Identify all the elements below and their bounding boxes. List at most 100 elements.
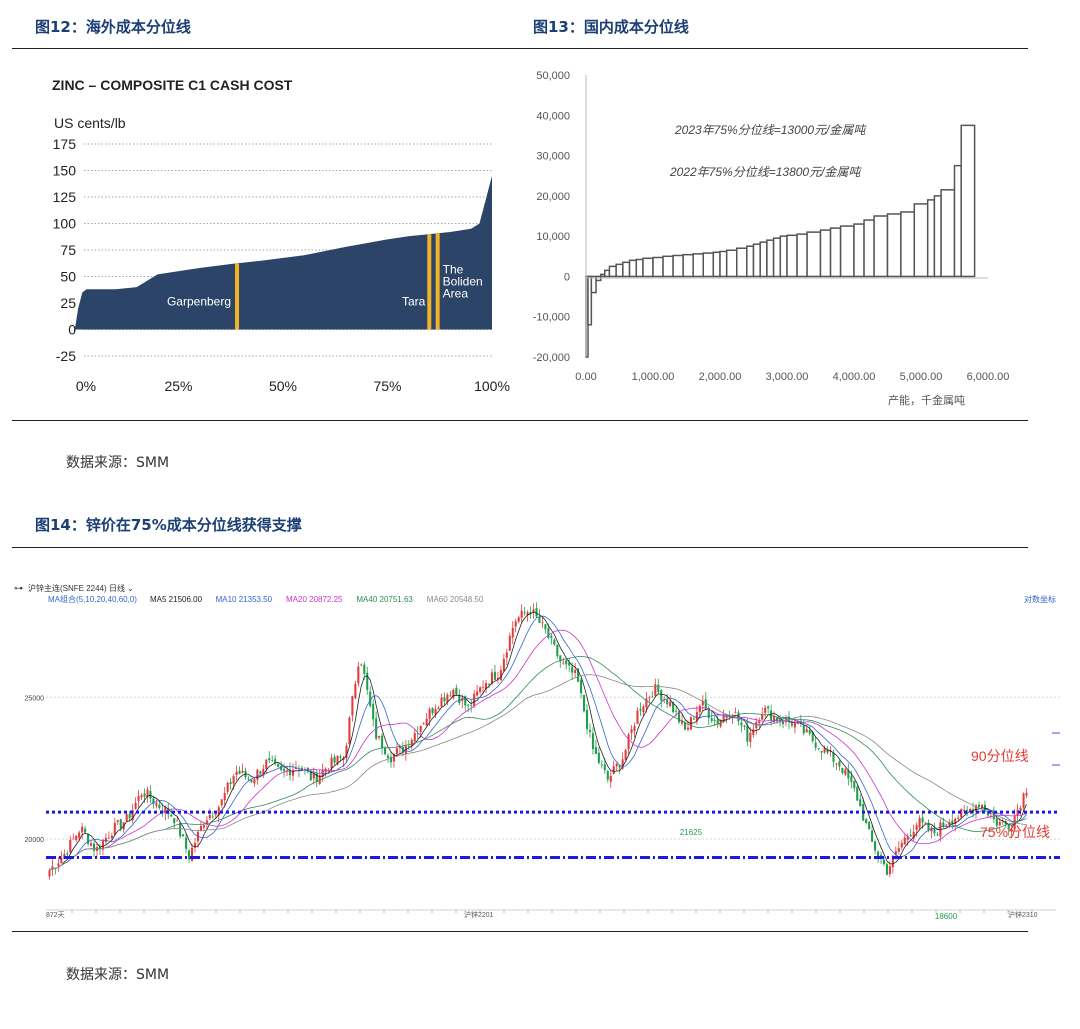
fig13-bar — [615, 263, 624, 278]
fig14-candle-body — [698, 705, 701, 712]
fig14-candle-body — [553, 639, 556, 645]
fig14-candle-body — [716, 719, 719, 725]
fig14-candle-body — [446, 694, 449, 703]
fig14-period-chevron-icon[interactable]: ⌄ — [127, 584, 134, 593]
fig14-candle-body — [280, 766, 283, 771]
fig14-candle-body — [113, 822, 116, 835]
fig13-bar — [642, 257, 654, 278]
fig13-bar — [682, 253, 694, 278]
fig14-candle-body — [832, 752, 835, 762]
fig14-candle-body — [603, 764, 606, 771]
fig12-x-tick-label: 100% — [474, 378, 510, 394]
fig14-candle-body — [431, 708, 434, 714]
fig14-candle-body — [675, 710, 678, 712]
fig13-bar — [608, 265, 617, 278]
fig14-candle-body — [223, 793, 226, 801]
fig13-x-tick-label: 3,000.00 — [766, 371, 809, 383]
fig13-bar — [886, 213, 902, 278]
fig14-candle-body — [1001, 821, 1004, 823]
fig13-y-tick-label: 0 — [564, 271, 570, 283]
fig14-period-selector[interactable]: 日线 — [109, 583, 125, 593]
fig14-candle-body — [918, 818, 921, 828]
fig12-y-tick-label: 150 — [53, 163, 77, 179]
fig14-candle-body — [464, 696, 467, 706]
fig13-x-tick-label: 2,000.00 — [699, 371, 742, 383]
fig14-candle-body — [182, 834, 185, 837]
fig14-candle-body — [437, 707, 440, 710]
fig14-candle-body — [229, 782, 232, 784]
fig14-candle-body — [271, 760, 274, 762]
fig14-candle-body — [695, 712, 698, 721]
fig14-candle-body — [434, 709, 437, 715]
fig14-ma-combo[interactable]: MA组合(5,10,20,40,60,0) — [48, 594, 137, 604]
fig14-candle-body — [966, 809, 969, 811]
fig13-y-tick-label: -10,000 — [533, 312, 570, 324]
fig14-candle-body — [265, 759, 268, 769]
fig14-candle-body — [238, 770, 241, 774]
fig14-candle-body — [158, 804, 161, 809]
fig14-candle-body — [930, 827, 933, 832]
fig14-candle-body — [101, 840, 104, 850]
fig14-candle-body — [680, 720, 684, 724]
fig14-candle-body — [942, 822, 945, 827]
fig14-candle-body — [725, 715, 728, 718]
fig14-candle-body — [805, 729, 808, 733]
fig14-candle-body — [669, 701, 672, 706]
fig12-y-tick-label: 100 — [53, 216, 77, 232]
fig14-candle-body — [119, 819, 122, 829]
fig14-candle-body — [351, 696, 354, 716]
fig14-candle-body — [897, 848, 900, 852]
fig13-x-tick-label: 1,000.00 — [632, 371, 675, 383]
fig14-candle-body — [520, 610, 523, 618]
fig14-candle-body — [392, 753, 396, 762]
fig14-ma-line — [49, 655, 1027, 871]
fig12-unit-label: US cents/lb — [54, 115, 126, 131]
fig14-candle-body — [906, 836, 909, 840]
fig14-candle-body — [743, 725, 746, 727]
fig14-candle-body — [618, 765, 621, 768]
fig14-ma-legend-item: MA20 20872.25 — [286, 595, 343, 604]
fig14-link-icon[interactable]: ⊶ — [14, 583, 23, 593]
fig14-candle-body — [826, 749, 829, 753]
fig14-candle-body — [850, 776, 853, 782]
fig14-candle-body — [532, 609, 535, 613]
fig14-candle-body — [535, 608, 538, 617]
fig14-coord-label[interactable]: 对数坐标 — [1024, 594, 1056, 604]
fig14-candle-body — [336, 756, 339, 765]
fig14-candle-body — [630, 729, 633, 734]
fig14-candle-body — [921, 817, 924, 823]
fig13-y-tick-label: 20,000 — [536, 191, 570, 203]
fig14-candle-body — [556, 644, 559, 657]
fig13-bar — [873, 215, 889, 278]
fig14-candle-body — [948, 822, 951, 825]
fig14-candle-body — [214, 814, 217, 816]
fig14-candle-body — [808, 730, 811, 734]
fig14-candle-body — [648, 697, 651, 699]
fig14-candle-body — [378, 736, 381, 738]
fig14-candle-body — [110, 835, 113, 838]
fig14-candle-body — [588, 729, 592, 733]
fig14-candle-body — [802, 725, 805, 734]
fig14-candle-body — [888, 866, 891, 875]
fig14-candle-body — [502, 658, 505, 672]
fig13-y-tick-label: 40,000 — [536, 110, 570, 122]
fig13-bar — [759, 241, 768, 278]
fig12-y-tick-label: 175 — [53, 136, 77, 152]
fig13-bar — [752, 243, 761, 278]
fig12-cost-area — [74, 175, 492, 335]
fig12-x-tick-label: 50% — [269, 378, 297, 394]
fig14-candle-body — [134, 802, 137, 810]
fig14-candle-body — [678, 711, 681, 723]
fig13-bar — [829, 227, 842, 278]
fig14-candle-body — [256, 769, 259, 780]
fig13-bar — [635, 258, 644, 278]
fig14-candle-body — [476, 691, 479, 696]
fig14-candle-body — [853, 780, 856, 789]
fig12-x-tick-label: 25% — [164, 378, 192, 394]
fig14-candle-body — [829, 750, 832, 752]
fig14-candle-body — [790, 723, 793, 726]
fig14-candle-body — [838, 761, 841, 767]
fig14-candle-body — [1022, 793, 1025, 808]
fig14-candle-body — [909, 834, 912, 837]
fig14-candle-body — [75, 835, 78, 840]
